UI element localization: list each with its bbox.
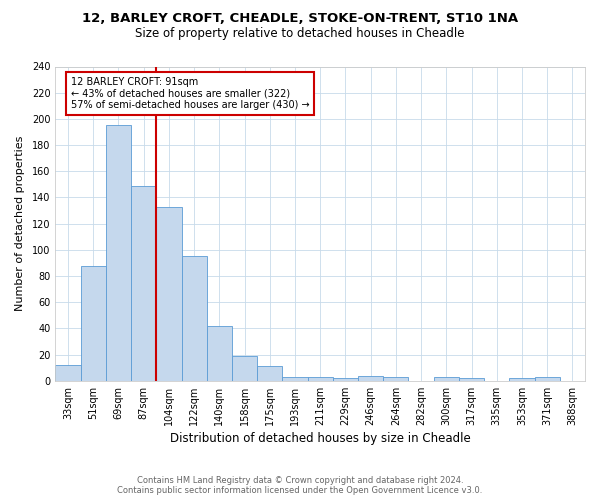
Bar	[535, 377, 560, 381]
Text: 12, BARLEY CROFT, CHEADLE, STOKE-ON-TRENT, ST10 1NA: 12, BARLEY CROFT, CHEADLE, STOKE-ON-TREN…	[82, 12, 518, 26]
Text: Size of property relative to detached houses in Cheadle: Size of property relative to detached ho…	[135, 28, 465, 40]
Bar	[182, 256, 207, 381]
Bar	[106, 126, 131, 381]
Bar	[434, 377, 459, 381]
Text: 12 BARLEY CROFT: 91sqm
← 43% of detached houses are smaller (322)
57% of semi-de: 12 BARLEY CROFT: 91sqm ← 43% of detached…	[71, 77, 309, 110]
Bar	[257, 366, 283, 381]
Y-axis label: Number of detached properties: Number of detached properties	[15, 136, 25, 312]
Bar	[509, 378, 535, 381]
Bar	[459, 378, 484, 381]
Bar	[55, 365, 80, 381]
Bar	[358, 376, 383, 381]
Text: Contains HM Land Registry data © Crown copyright and database right 2024.
Contai: Contains HM Land Registry data © Crown c…	[118, 476, 482, 495]
Bar	[80, 266, 106, 381]
Bar	[157, 206, 182, 381]
Bar	[283, 377, 308, 381]
Bar	[333, 378, 358, 381]
Bar	[207, 326, 232, 381]
Bar	[131, 186, 157, 381]
Bar	[308, 377, 333, 381]
Bar	[383, 377, 409, 381]
Bar	[232, 356, 257, 381]
X-axis label: Distribution of detached houses by size in Cheadle: Distribution of detached houses by size …	[170, 432, 470, 445]
